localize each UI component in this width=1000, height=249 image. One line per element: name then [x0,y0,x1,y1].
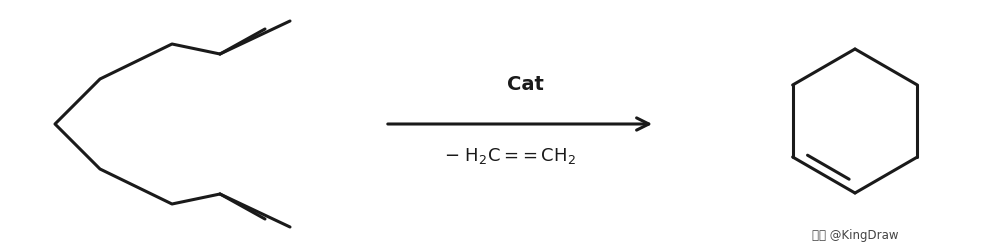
Text: $\mathregular{-\ H_2C{=\!=}CH_2}$: $\mathregular{-\ H_2C{=\!=}CH_2}$ [444,146,576,166]
Text: Cat: Cat [507,75,543,94]
Text: 头条 @KingDraw: 头条 @KingDraw [812,229,898,242]
